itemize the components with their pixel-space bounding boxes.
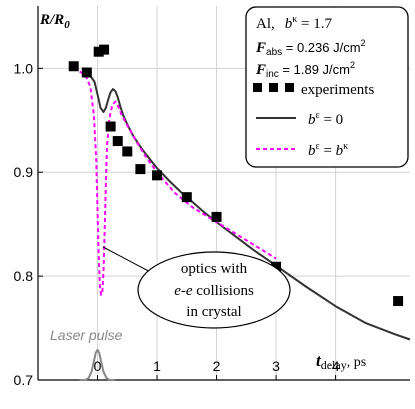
y-tick-label-2: 0.9 [14,164,34,180]
legend-title-value: = 1.7 [297,16,332,32]
series-0-point-10 [211,211,222,222]
x-tick-label-0: 0 [94,358,102,374]
legend-param-finc-symbol: F [255,62,266,78]
x-axis-label-unit: , ps [347,355,366,370]
series-0-point-4 [105,121,116,132]
legend: Al, bκ = 1.7 Fabs = 0.236 J/cm2 Finc = 1.… [245,6,409,168]
legend-label-bepsbk-symbol: b [308,143,316,159]
legend-marker-experiments-3 [285,83,294,92]
legend-label-beps0-rest: = 0 [320,112,343,128]
series-0-point-1 [81,67,92,78]
series-0-point-7 [135,164,146,175]
series-0-point-11 [271,261,282,272]
legend-title-material: Al, [256,16,275,32]
axes [37,6,410,381]
series-0-point-5 [112,136,123,147]
series-0-point-3 [99,44,110,55]
legend-label-bepsbk-sup: ε [316,141,320,152]
legend-label-bepsbk-eq: = [320,143,336,159]
callout-bubble [137,251,291,329]
y-tick-label-3: 1.0 [14,60,34,76]
x-axis-label-sub: delay [321,358,347,372]
legend-box [245,6,409,168]
callout-line-2: e-e collisions [174,283,254,299]
legend-param-finc-sup: 2 [350,60,355,70]
legend-title-symbol-sup: κ [292,14,297,25]
callout-line-2-rest: collisions [193,283,254,299]
legend-param-finc: Finc = 1.89 J/cm2 [255,60,355,80]
legend-param-fabs-sub: abs [266,47,282,58]
legend-label-bepsbk: bε = bκ [308,141,348,159]
legend-param-finc-sub: inc [266,69,279,80]
legend-title: Al, bκ = 1.7 [256,14,333,32]
legend-marker-experiments-2 [269,83,278,92]
legend-label-bepsbk-symbol2: b [336,143,344,159]
series-layer [68,44,411,381]
series-0-point-12 [393,296,404,307]
tick-labels: 0.7 0.8 0.9 1.0 0 1 2 3 4 [14,60,340,388]
legend-param-fabs: Fabs = 0.236 J/cm2 [255,38,366,58]
callout-line-1: optics with [181,261,248,277]
legend-param-fabs-symbol: F [255,40,266,56]
y-axis-label-sub: 0 [64,19,70,31]
legend-label-beps0-symbol: b [308,112,316,128]
x-axis-label-symbol: t [316,351,322,370]
callout-annotation: optics with e-e collisions in crystal [102,246,291,329]
series-3-line [79,348,116,381]
y-tick-label-1: 0.8 [14,268,34,284]
callout-line-3: in crystal [186,304,241,320]
series-0-point-0 [68,61,79,72]
x-axis-label: tdelay, ps [316,351,366,372]
y-axis-label-main: R/R [39,12,64,28]
y-axis-label: R/R0 [39,12,70,31]
x-tick-label-4: 4 [332,358,340,374]
series-0-point-9 [181,192,192,203]
x-tick-label-1: 1 [153,358,161,374]
callout-line-2-italic-e2: e [186,283,193,299]
legend-label-bepsbk-sup2: κ [343,141,348,152]
legend-label-experiments: experiments [301,82,374,98]
series-2-line [79,70,277,296]
series-0-point-8 [152,170,163,181]
legend-param-finc-value: = 1.89 J/cm [279,62,350,77]
callout-line-2-dash: - [181,283,186,299]
series-0-point-6 [122,146,133,157]
legend-param-fabs-value: = 0.236 J/cm [282,40,360,55]
legend-title-symbol: b [285,16,293,32]
x-tick-label-3: 3 [272,358,280,374]
callout-line-2-italic-e1: e [174,283,181,299]
legend-label-beps0: bε = 0 [308,110,343,128]
y-tick-label-0: 0.7 [14,372,34,388]
legend-label-beps0-sup: ε [316,110,320,121]
laser-pulse-label: Laser pulse [50,327,123,343]
series-0-point-2 [93,46,104,57]
x-tick-label-2: 2 [213,358,221,374]
legend-marker-experiments-1 [253,83,262,92]
legend-param-fabs-sup: 2 [361,38,366,48]
